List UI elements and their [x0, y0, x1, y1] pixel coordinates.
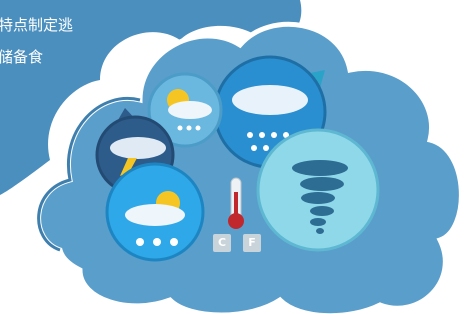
bulb: [228, 213, 244, 229]
illustration: 特点制定逃 储备食 C F: [0, 0, 464, 314]
page: 特点制定逃 储备食 C F (() => { const data = JSON…: [0, 0, 464, 314]
unit-label: F: [248, 236, 256, 249]
cloud-icon: [110, 137, 166, 159]
rain-drops: [178, 126, 201, 131]
unit-label: C: [218, 236, 226, 249]
cloud-icon: [232, 85, 308, 115]
caption-line: 特点制定逃: [0, 16, 73, 34]
cloud-icon: [168, 101, 212, 119]
cloud-icon: [125, 204, 185, 226]
caption-line: 储备食: [0, 48, 43, 66]
snowflakes: [136, 238, 178, 246]
